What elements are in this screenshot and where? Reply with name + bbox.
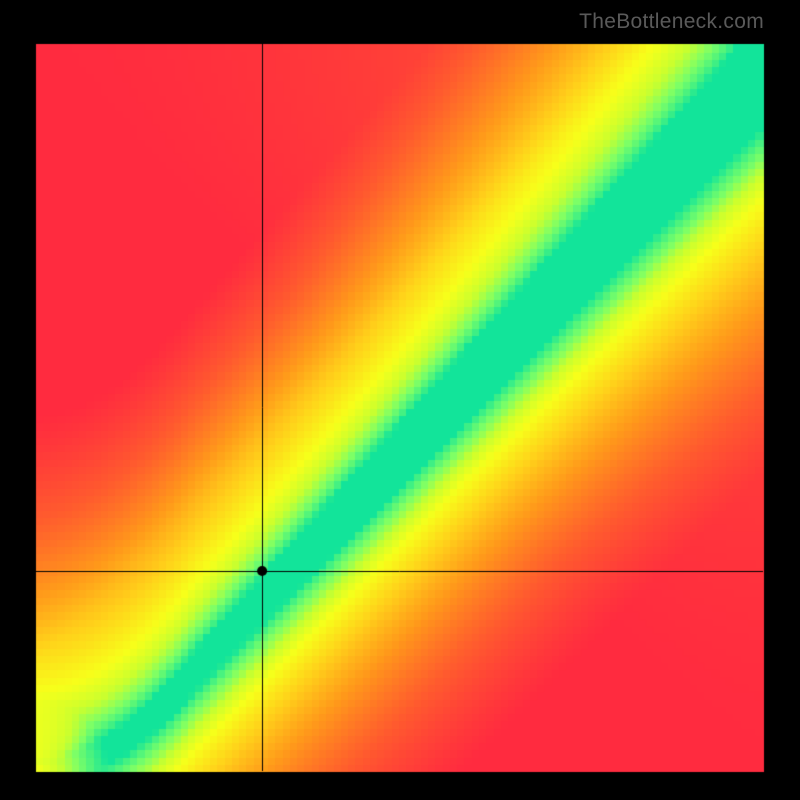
chart-container: TheBottleneck.com (0, 0, 800, 800)
heatmap-canvas (0, 0, 800, 800)
watermark-text: TheBottleneck.com (579, 10, 764, 34)
